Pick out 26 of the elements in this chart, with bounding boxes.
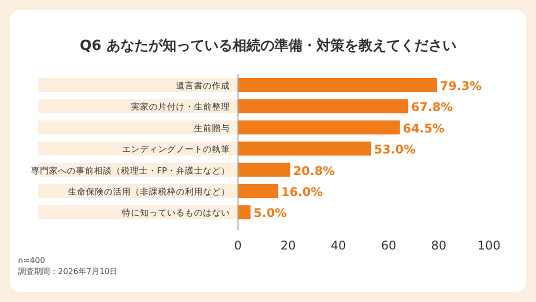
bar — [238, 162, 290, 177]
x-tick-label: 20 — [280, 238, 296, 252]
data-label: 5.0% — [254, 206, 287, 220]
y-tick-label: 遺言書の作成 — [176, 80, 230, 92]
bar — [238, 205, 251, 220]
y-tick-label: エンディングノートの執筆 — [122, 144, 230, 156]
data-label: 79.3% — [440, 79, 482, 93]
x-tick-label: 0 — [234, 238, 242, 252]
data-label: 53.0% — [374, 142, 416, 157]
data-label: 16.0% — [281, 185, 323, 199]
y-tick-label: 生命保険の活用（非課税枠の利用など） — [68, 186, 230, 198]
bar — [238, 184, 278, 198]
data-label: 20.8% — [293, 164, 335, 178]
x-tick-label: 40 — [330, 238, 346, 252]
y-tick-label: 特に知っているものはない — [122, 208, 230, 219]
y-tick-label: 専門家への事前相談（税理士・FP・弁護士など） — [30, 165, 230, 176]
x-tick-label: 80 — [431, 238, 446, 252]
x-tick-label: 60 — [380, 238, 396, 252]
y-tick-label: 実家の片付け・生前整理 — [131, 102, 230, 113]
y-tick-label: 生前贈与 — [194, 122, 230, 134]
text: n=400 — [18, 256, 46, 265]
data-label: 67.8% — [411, 100, 453, 114]
chart-title: Q6 あなたが知っている相続の準備・対策を教えてください — [80, 37, 456, 54]
text: 調査期間：2026年7月10日 — [18, 267, 118, 276]
x-tick-label: 100 — [478, 238, 500, 252]
data-label: 64.5% — [402, 121, 445, 136]
